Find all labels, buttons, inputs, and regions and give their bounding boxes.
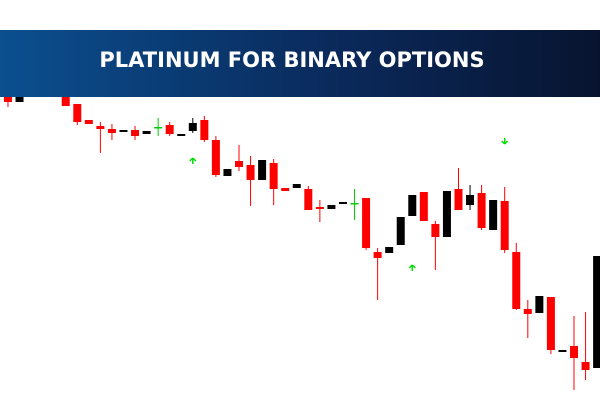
candle-body	[96, 126, 105, 129]
candle-body	[477, 193, 486, 228]
candle-body	[523, 309, 532, 314]
chart-title: PLATINUM FOR BINARY OPTIONS	[99, 48, 484, 72]
candle-body	[350, 203, 359, 205]
candle-body	[581, 362, 590, 370]
candle-body	[188, 123, 197, 131]
candle-body	[3, 97, 12, 102]
candle-body	[489, 200, 498, 230]
candle-body	[107, 129, 116, 133]
candle-body	[142, 131, 151, 134]
candle-body	[246, 165, 255, 180]
candle-body	[385, 247, 394, 253]
candle-body	[408, 195, 417, 216]
candle-body	[200, 120, 209, 140]
candle-body	[373, 252, 382, 258]
title-banner	[0, 30, 600, 97]
candle-body	[223, 169, 232, 176]
candle-body	[512, 252, 521, 309]
candle-body	[546, 297, 555, 350]
candle-body	[235, 161, 244, 167]
candle-body	[154, 127, 163, 129]
candle-body	[119, 130, 128, 132]
candle-body	[315, 207, 324, 209]
candle-body	[466, 195, 475, 205]
candle-body	[211, 140, 220, 175]
candle-body	[258, 160, 267, 180]
candle-body	[419, 192, 428, 221]
candle-body	[593, 256, 600, 368]
candle-body	[131, 130, 140, 136]
candle-body	[454, 189, 463, 210]
plot-area	[3, 97, 600, 390]
candle-body	[327, 205, 336, 209]
candle-body	[61, 97, 70, 106]
candle-body	[396, 217, 405, 245]
signal-arrow	[501, 138, 509, 145]
candle-body	[269, 163, 278, 189]
candle-body	[535, 296, 544, 313]
candle-body	[84, 120, 93, 124]
candle-body	[292, 184, 301, 188]
candle-body	[362, 198, 371, 248]
candle-body	[177, 134, 186, 136]
signal-arrow	[189, 157, 197, 164]
candle-body	[73, 104, 82, 122]
candle-body	[442, 191, 451, 237]
candle-body	[431, 224, 440, 237]
signal-arrow	[408, 264, 416, 271]
candle-body	[558, 350, 567, 352]
candle-body	[281, 188, 290, 191]
candle-body	[500, 201, 509, 250]
candle-body	[165, 125, 174, 134]
candle-body	[338, 202, 347, 204]
candle-body	[570, 346, 579, 358]
candle-body	[304, 189, 313, 210]
candle-body	[15, 97, 24, 102]
